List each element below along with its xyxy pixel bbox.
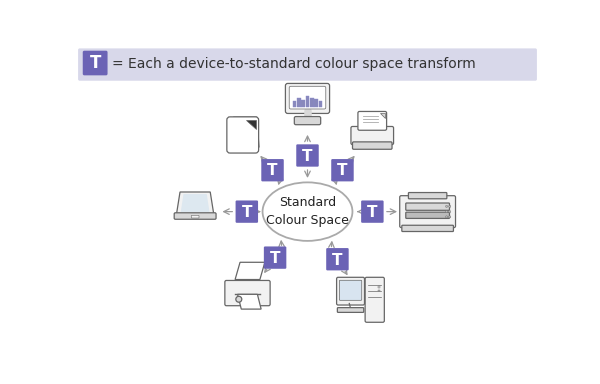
Circle shape bbox=[449, 205, 451, 207]
FancyBboxPatch shape bbox=[409, 192, 447, 199]
Circle shape bbox=[236, 296, 242, 302]
Text: T: T bbox=[337, 164, 348, 179]
Circle shape bbox=[446, 210, 448, 213]
Bar bbox=[310, 98, 314, 106]
FancyBboxPatch shape bbox=[331, 159, 354, 181]
Text: Standard
Colour Space: Standard Colour Space bbox=[266, 196, 349, 227]
Polygon shape bbox=[233, 117, 259, 147]
Bar bbox=[306, 96, 310, 106]
Text: T: T bbox=[89, 55, 101, 73]
FancyBboxPatch shape bbox=[227, 117, 259, 153]
Text: T: T bbox=[267, 164, 278, 179]
Bar bbox=[301, 100, 305, 106]
FancyBboxPatch shape bbox=[286, 83, 329, 113]
FancyBboxPatch shape bbox=[296, 144, 319, 167]
FancyBboxPatch shape bbox=[83, 51, 107, 75]
FancyBboxPatch shape bbox=[236, 200, 258, 223]
Polygon shape bbox=[232, 119, 257, 149]
Ellipse shape bbox=[263, 182, 352, 241]
FancyBboxPatch shape bbox=[191, 215, 199, 218]
FancyBboxPatch shape bbox=[326, 248, 349, 270]
Polygon shape bbox=[176, 192, 214, 214]
FancyBboxPatch shape bbox=[264, 247, 286, 269]
Polygon shape bbox=[230, 120, 256, 150]
FancyBboxPatch shape bbox=[402, 225, 454, 232]
FancyBboxPatch shape bbox=[261, 159, 284, 181]
Text: T: T bbox=[367, 205, 377, 220]
FancyBboxPatch shape bbox=[337, 277, 364, 305]
Bar bbox=[293, 101, 296, 106]
Circle shape bbox=[446, 205, 448, 207]
Bar bbox=[319, 101, 322, 106]
Bar bbox=[379, 290, 380, 291]
Text: T: T bbox=[302, 149, 313, 164]
FancyBboxPatch shape bbox=[289, 86, 326, 109]
Polygon shape bbox=[181, 194, 209, 212]
Circle shape bbox=[446, 216, 448, 218]
FancyBboxPatch shape bbox=[337, 308, 364, 312]
Polygon shape bbox=[238, 294, 261, 309]
FancyBboxPatch shape bbox=[365, 277, 385, 322]
Text: T: T bbox=[242, 205, 252, 220]
Bar bbox=[297, 98, 301, 106]
FancyBboxPatch shape bbox=[174, 213, 216, 219]
Bar bbox=[314, 99, 318, 106]
FancyBboxPatch shape bbox=[406, 212, 449, 218]
FancyBboxPatch shape bbox=[351, 126, 394, 144]
Circle shape bbox=[449, 210, 451, 213]
Polygon shape bbox=[246, 120, 256, 129]
FancyBboxPatch shape bbox=[361, 200, 383, 223]
FancyBboxPatch shape bbox=[406, 203, 449, 210]
FancyBboxPatch shape bbox=[358, 111, 386, 130]
Polygon shape bbox=[380, 113, 385, 118]
Text: = Each a device-to-standard colour space transform: = Each a device-to-standard colour space… bbox=[112, 57, 476, 71]
FancyBboxPatch shape bbox=[225, 280, 270, 306]
Circle shape bbox=[449, 216, 451, 218]
Polygon shape bbox=[235, 262, 265, 280]
FancyBboxPatch shape bbox=[400, 196, 455, 228]
Text: T: T bbox=[270, 251, 280, 266]
FancyBboxPatch shape bbox=[340, 280, 362, 300]
FancyBboxPatch shape bbox=[352, 142, 392, 149]
FancyBboxPatch shape bbox=[295, 116, 320, 125]
Text: T: T bbox=[332, 253, 343, 268]
FancyBboxPatch shape bbox=[78, 48, 537, 81]
Bar bbox=[379, 286, 380, 288]
